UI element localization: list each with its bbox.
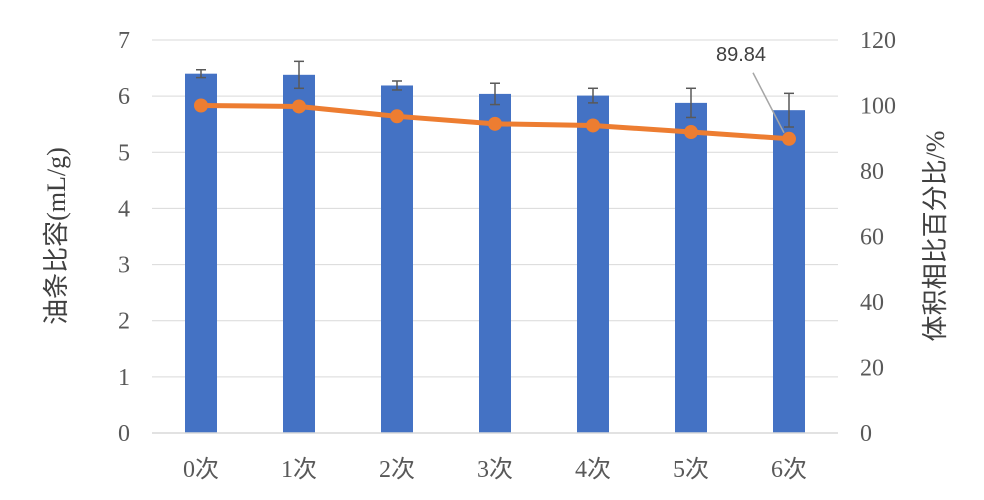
- y-axis-title-right: 体积相比百分比/%: [921, 131, 950, 342]
- line-point: [782, 131, 796, 146]
- x-tick-label: 5次: [673, 456, 709, 483]
- tick-labels: 0 1 2 3 4 5 6 7 0 20 40 60 80 100 120 0次 1次 2次 3次 4次 5次 6次: [118, 28, 896, 483]
- y-tick-label-left: 5: [118, 140, 130, 166]
- bar: [381, 85, 413, 434]
- line-point: [488, 116, 502, 131]
- bar: [479, 93, 511, 433]
- x-tick-label: 1次: [281, 456, 317, 483]
- x-tick-label: 4次: [575, 456, 611, 483]
- y-tick-label-left: 6: [118, 84, 130, 110]
- bar: [773, 110, 805, 433]
- line-point: [586, 118, 600, 133]
- error-bars: [196, 60, 794, 128]
- bar-series: [185, 73, 805, 434]
- y-tick-label-right: 20: [860, 356, 884, 382]
- line-series: [194, 98, 796, 146]
- y-tick-label-right: 0: [860, 421, 872, 447]
- x-tick-label: 6次: [771, 456, 807, 483]
- line-point: [292, 99, 306, 114]
- bar: [675, 102, 707, 433]
- bar: [185, 73, 217, 433]
- annotation-leader-line: [752, 72, 785, 134]
- line-point: [684, 125, 698, 140]
- y-tick-label-left: 2: [118, 309, 130, 335]
- y-tick-label-right: 120: [860, 28, 896, 54]
- line-point: [194, 98, 208, 113]
- y-tick-label-left: 4: [118, 196, 130, 222]
- x-tick-label: 2次: [379, 456, 415, 483]
- y-tick-label-right: 80: [860, 159, 884, 185]
- annotation: 89.84: [716, 44, 785, 134]
- bar: [283, 74, 315, 434]
- y-axis-title-left: 油条比容(mL/g): [42, 147, 71, 325]
- y-tick-label-right: 40: [860, 290, 884, 316]
- y-tick-label-left: 0: [118, 421, 130, 447]
- y-tick-label-left: 3: [118, 253, 130, 279]
- y-tick-label-right: 60: [860, 225, 884, 251]
- y-tick-label-left: 1: [118, 365, 130, 391]
- line-point: [390, 109, 404, 124]
- x-tick-label: 3次: [477, 456, 513, 483]
- bar: [577, 95, 609, 434]
- annotation-label: 89.84: [716, 44, 766, 66]
- y-tick-label-left: 7: [118, 28, 130, 54]
- x-tick-label: 0次: [183, 456, 219, 483]
- y-tick-label-right: 100: [860, 94, 896, 120]
